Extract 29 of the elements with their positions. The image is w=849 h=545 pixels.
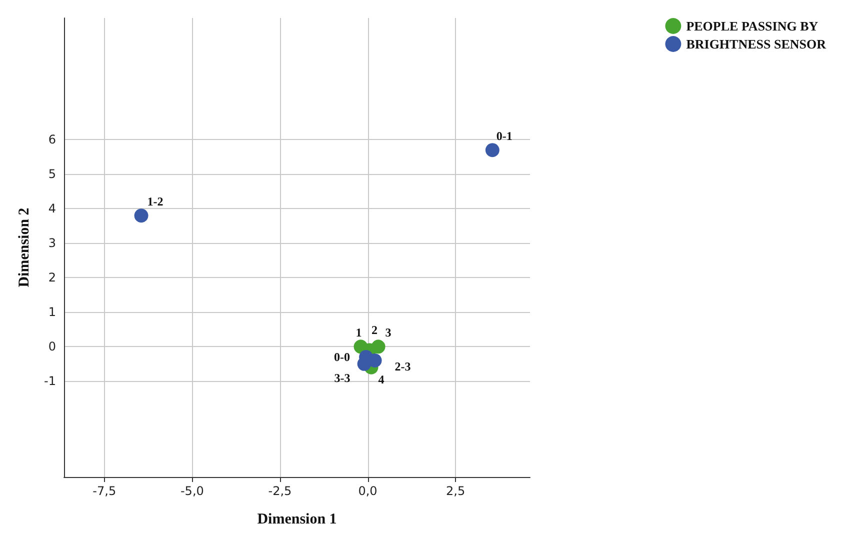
annotation: 4 [378, 372, 384, 386]
legend-label: BRIGHTNESS SENSOR [686, 36, 827, 52]
x-tick-label: -5,0 [180, 484, 204, 498]
y-tick-label: 4 [48, 202, 56, 216]
y-tick-label: 0 [48, 340, 56, 354]
point [371, 340, 386, 354]
y-tick-label: 3 [48, 236, 56, 250]
point [134, 208, 148, 223]
x-tick-label: -7,5 [92, 484, 116, 498]
annotation: 3-3 [334, 370, 350, 385]
y-axis-title: Dimension 2 [16, 208, 32, 288]
legend-label: PEOPLE PASSING BY [686, 18, 819, 34]
annotation: 2 [372, 323, 378, 338]
annotation: 1 [356, 326, 362, 340]
annotation: 0-0 [334, 350, 350, 364]
x-tick-label: 2,5 [446, 484, 466, 498]
annotation: 0-1 [496, 129, 512, 144]
x-axis-title: Dimension 1 [257, 512, 337, 528]
y-tick-label: -1 [44, 374, 56, 388]
y-tick-label: 1 [48, 305, 56, 320]
annotation: 3 [385, 326, 392, 340]
y-tick-label: 5 [48, 167, 56, 182]
x-tick-label: 0,0 [358, 484, 378, 498]
y-tick-label: 2 [48, 270, 56, 285]
y-tick-label: 6 [48, 132, 56, 147]
annotation: 1-2 [147, 194, 164, 209]
x-tick-label: -2,5 [268, 484, 292, 498]
annotation: 2-3 [394, 359, 411, 374]
point [485, 143, 500, 158]
